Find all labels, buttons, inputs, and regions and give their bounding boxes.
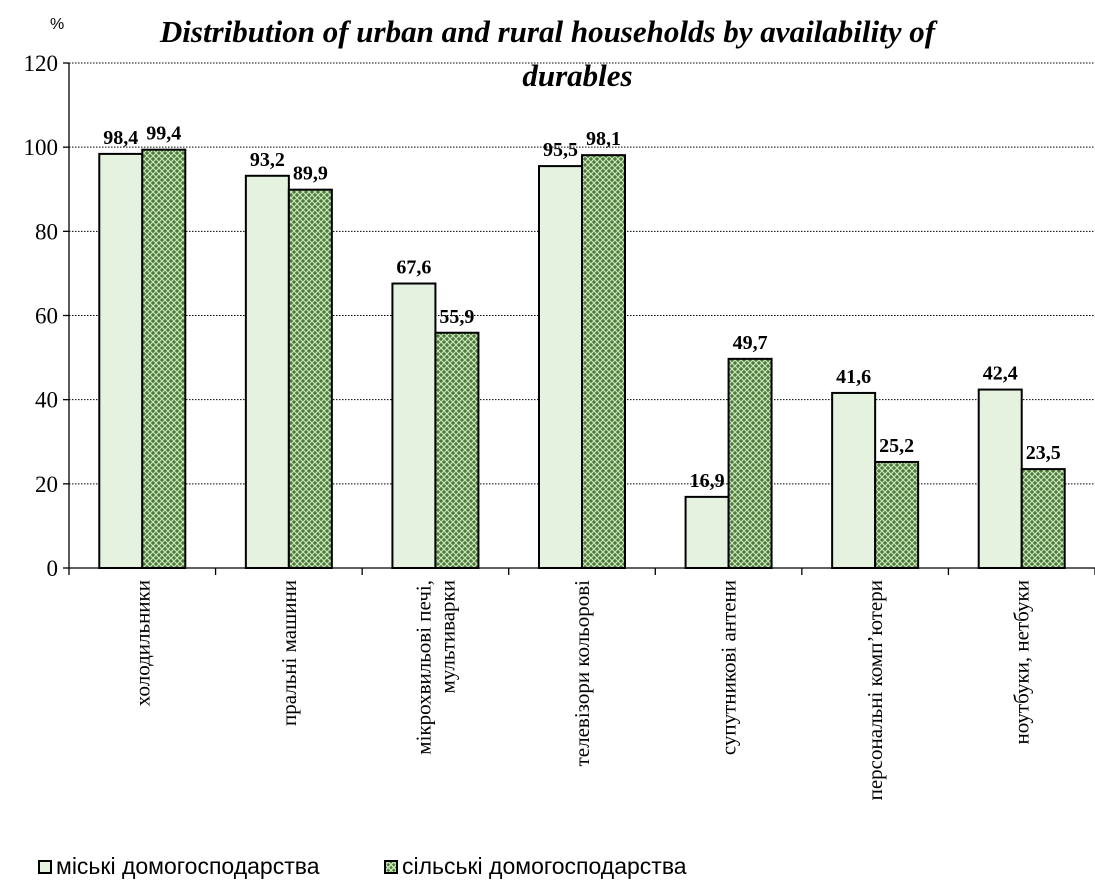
data-label-urban-0: 98,4: [103, 127, 138, 149]
y-axis-unit-label: %: [50, 16, 65, 33]
bar-urban-3: [538, 165, 583, 570]
data-label-rural-5: 25,2: [879, 435, 914, 457]
y-tick-label-0: 0: [47, 556, 59, 581]
data-label-rural-6: 23,5: [1026, 442, 1061, 464]
x-category-label-4: супутникові антени: [717, 580, 741, 755]
data-label-rural-4: 49,7: [733, 332, 768, 354]
x-category-label-0: холодильники: [130, 580, 154, 706]
x-category-label-1: пральні машини: [277, 580, 301, 726]
x-category-label-line: ноутбуки, нетбуки: [1010, 580, 1034, 745]
bar-urban-6: [977, 388, 1023, 570]
bar-urban-0: [98, 152, 144, 569]
chart-title-line-2: durables: [522, 58, 633, 93]
y-tick-label-40: 40: [35, 388, 58, 413]
x-category-label-line: мультиварки: [435, 580, 459, 693]
y-tick-label-80: 80: [35, 219, 58, 244]
x-category-label-3: телевізори кольорові: [570, 580, 594, 767]
legend-item-urban: міські домогосподарства: [38, 853, 320, 880]
data-label-urban-2: 67,6: [396, 257, 431, 279]
data-label-rural-3: 98,1: [586, 128, 621, 150]
data-label-urban-4: 16,9: [690, 470, 725, 492]
chart-title-line-1: Distribution of urban and rural househol…: [159, 14, 936, 49]
legend: міські домогосподарства сільські домогос…: [0, 853, 1095, 889]
legend-label-urban: міські домогосподарства: [56, 853, 320, 879]
legend-label-rural: сільські домогосподарства: [402, 853, 687, 879]
y-tick-label-100: 100: [24, 135, 59, 160]
bar-rural-2: [434, 331, 480, 570]
data-label-urban-6: 42,4: [983, 363, 1018, 385]
data-label-rural-0: 99,4: [146, 123, 181, 145]
y-tick-label-60: 60: [35, 304, 58, 329]
bar-urban-2: [391, 282, 437, 569]
x-category-label-line: супутникові антени: [717, 580, 741, 755]
data-label-rural-1: 89,9: [293, 163, 328, 185]
legend-item-rural: сільські домогосподарства: [384, 853, 687, 880]
x-category-label-line: мікрохвильові печі,: [411, 580, 435, 755]
x-category-label-line: телевізори кольорові: [570, 580, 594, 767]
legend-swatch-rural: [384, 859, 398, 874]
bar-rural-3: [581, 154, 626, 569]
chart-title: Distribution of urban and rural househol…: [0, 10, 1095, 98]
bar-chart: 0 20 40 60 80 100 120 98,4 99,4 холодильники 93,2 8…: [24, 51, 1095, 800]
bar-urban-1: [244, 174, 290, 570]
data-label-rural-2: 55,9: [439, 306, 474, 328]
y-tick-label-120: 120: [24, 51, 59, 76]
bar-rural-4: [727, 357, 773, 569]
bar-rural-6: [1020, 468, 1066, 569]
data-label-urban-5: 41,6: [836, 366, 871, 388]
bar-rural-5: [874, 460, 920, 570]
x-category-label-2: мікрохвильові печі,мультиварки: [411, 580, 459, 755]
bar-urban-4: [684, 495, 730, 570]
x-category-label-line: холодильники: [130, 580, 154, 706]
x-category-label-6: ноутбуки, нетбуки: [1010, 580, 1034, 745]
bar-rural-1: [287, 188, 333, 569]
data-label-urban-3: 95,5: [543, 139, 578, 161]
bar-urban-5: [831, 391, 877, 569]
labels: 0 20 40 60 80 100 120 98,4 99,4 холодильники 93,2 8…: [24, 51, 1061, 800]
y-tick-label-20: 20: [35, 472, 58, 497]
data-label-urban-1: 93,2: [250, 149, 285, 171]
bars: [98, 148, 1066, 570]
axes: [63, 62, 1095, 575]
bar-rural-0: [141, 148, 187, 569]
x-category-label-line: персональні комп’ютери: [863, 580, 887, 800]
legend-swatch-urban: [38, 859, 52, 874]
x-category-label-line: пральні машини: [277, 580, 301, 726]
x-category-label-5: персональні комп’ютери: [863, 580, 887, 800]
